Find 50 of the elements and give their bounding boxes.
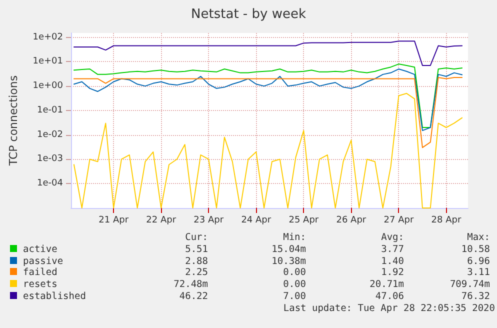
- legend-label: established: [22, 290, 87, 303]
- x-tick-label: 24 Apr: [241, 216, 272, 226]
- x-tick-label: 23 Apr: [194, 216, 224, 226]
- text: 0.00: [282, 279, 306, 291]
- line-series: [73, 76, 463, 148]
- y-tick-label: 1e+01: [32, 56, 63, 67]
- text: 0.00: [282, 267, 306, 280]
- legend-label: resets: [22, 279, 58, 291]
- line-series: [73, 92, 463, 208]
- legend-label: passive: [22, 256, 64, 268]
- text: 1.40: [380, 256, 404, 268]
- x-tick-label: 21 Apr: [98, 216, 129, 226]
- y-tick-label: 1e-02: [37, 130, 63, 140]
- text: 6.96: [466, 256, 490, 268]
- text: 2.25: [184, 267, 208, 280]
- text: 709.74m: [448, 279, 490, 291]
- y-axis-title: TCP connections: [7, 75, 20, 167]
- text: 15.04m: [270, 244, 306, 256]
- x-tick-label: 26 Apr: [336, 216, 366, 226]
- legend-label: active: [22, 244, 58, 256]
- text: 3.11: [466, 267, 490, 280]
- y-tick-label: 1e-03: [37, 154, 63, 164]
- text: 3.77: [380, 244, 404, 256]
- x-tick-label: 22 Apr: [146, 216, 176, 226]
- text: 76.32: [460, 290, 490, 303]
- text: 5.51: [184, 244, 208, 256]
- y-tick-label: 1e+02: [32, 32, 63, 42]
- x-tick-label: 27 Apr: [384, 216, 414, 226]
- text: 2.88: [184, 256, 208, 268]
- text: 10.38m: [270, 256, 306, 268]
- y-tick-label: 1e-04: [37, 178, 64, 189]
- text: 72.48m: [172, 279, 208, 291]
- text: 47.06: [374, 290, 404, 303]
- x-tick-label: 25 Apr: [288, 216, 319, 226]
- text: 1.92: [380, 267, 404, 280]
- text: Max:: [466, 232, 490, 244]
- text: Last update: Tue Apr 28 22:05:35 2020: [282, 302, 495, 315]
- text: Cur:: [184, 232, 208, 244]
- text: 20.71m: [368, 279, 404, 291]
- text: 46.22: [178, 290, 208, 303]
- text: 10.58: [460, 244, 490, 256]
- text: 7.00: [282, 290, 306, 303]
- y-tick-label: 1e-01: [37, 105, 63, 116]
- line-series: [73, 40, 463, 66]
- y-tick-label: 1e+00: [32, 81, 64, 92]
- chart-title: Netstat - by week: [191, 7, 306, 22]
- x-tick-label: 28 Apr: [431, 216, 462, 226]
- legend-label: failed: [22, 267, 58, 280]
- text: Min:: [282, 232, 306, 244]
- text: Avg:: [380, 232, 404, 244]
